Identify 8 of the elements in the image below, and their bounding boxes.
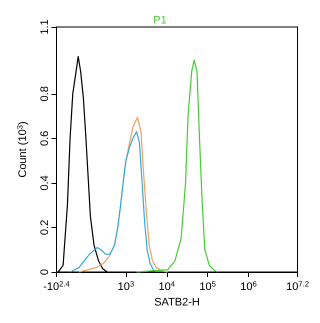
x-axis-title: SATB2-H [154, 296, 200, 309]
y-tick-label: 0.4 [39, 175, 51, 191]
y-tick-label: 1.1 [39, 19, 51, 35]
chart-title: P1 [153, 14, 167, 26]
y-tick-label: 0 [39, 268, 51, 276]
y-tick-label: 0.2 [39, 220, 51, 236]
y-tick-label: 0.8 [39, 86, 51, 102]
y-tick-label: 0.6 [39, 130, 51, 146]
